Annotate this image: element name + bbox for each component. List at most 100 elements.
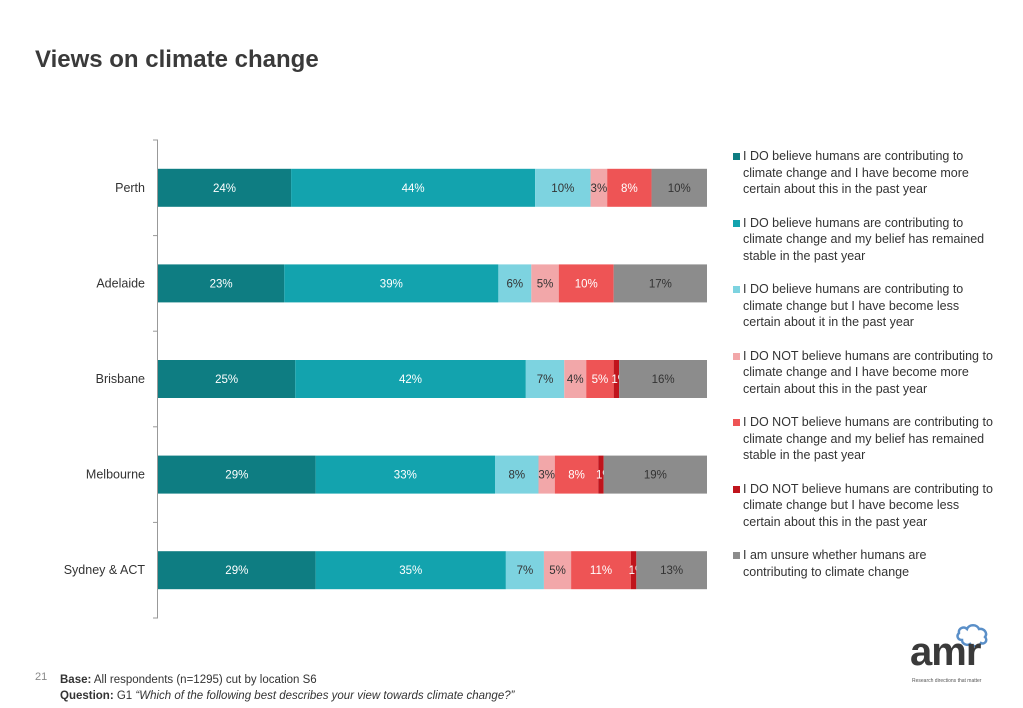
- category-label: Perth: [115, 181, 145, 195]
- question-text: “Which of the following best describes y…: [135, 690, 515, 702]
- data-label: 10%: [551, 183, 574, 195]
- legend-swatch: [733, 153, 740, 160]
- bar-segment: [531, 264, 559, 303]
- category-label: Brisbane: [96, 372, 145, 386]
- legend-item: I DO NOT believe humans are contributing…: [733, 414, 993, 464]
- legend-label: I DO believe humans are contributing to …: [743, 282, 964, 329]
- bar-segment: [613, 264, 707, 303]
- base-note: Base: All respondents (n=1295) cut by lo…: [60, 672, 514, 688]
- chart-legend: I DO believe humans are contributing to …: [733, 148, 993, 597]
- data-label: 13%: [660, 565, 683, 577]
- data-label: 17%: [649, 278, 672, 290]
- legend-item: I DO NOT believe humans are contributing…: [733, 481, 993, 531]
- data-label: 23%: [210, 278, 233, 290]
- bar-segment: [636, 551, 707, 590]
- legend-label: I DO NOT believe humans are contributing…: [743, 415, 993, 462]
- page-number: 21: [35, 671, 48, 683]
- legend-item: I DO believe humans are contributing to …: [733, 215, 993, 265]
- bar-segment: [586, 360, 614, 398]
- data-label: 44%: [402, 183, 425, 195]
- bar-segment: [558, 264, 614, 303]
- bar-segment: [571, 551, 631, 590]
- bar-segment: [554, 455, 599, 494]
- legend-label: I DO believe humans are contributing to …: [743, 149, 969, 196]
- bar-segment: [603, 455, 707, 494]
- data-label: 8%: [621, 183, 638, 195]
- legend-swatch: [733, 286, 740, 293]
- question-note: Question: G1 “Which of the following bes…: [60, 688, 514, 704]
- bar-segment: [284, 264, 499, 303]
- bar-segment: [498, 264, 532, 303]
- bar-segment: [315, 455, 496, 494]
- data-label: 29%: [225, 470, 248, 482]
- bar-segment: [564, 360, 587, 398]
- data-label: 25%: [215, 374, 238, 386]
- data-label: 42%: [399, 374, 422, 386]
- data-label: 5%: [549, 565, 566, 577]
- bar-segment: [619, 360, 707, 398]
- category-label: Adelaide: [96, 276, 145, 290]
- bar-segment: [291, 168, 536, 207]
- legend-item: I DO NOT believe humans are contributing…: [733, 348, 993, 398]
- bar-segment: [535, 168, 591, 207]
- data-label: 4%: [567, 374, 584, 386]
- bar-segment: [598, 455, 604, 494]
- bar-segment: [543, 551, 572, 590]
- bar-segment: [158, 168, 292, 207]
- data-label: 11%: [590, 565, 612, 577]
- data-label: 16%: [652, 374, 675, 386]
- bar-segment: [525, 360, 565, 398]
- bar-segment: [158, 455, 316, 494]
- legend-item: I DO believe humans are contributing to …: [733, 148, 993, 198]
- bar-segment: [607, 168, 652, 207]
- bar-segment: [590, 168, 608, 207]
- data-label: 7%: [537, 374, 554, 386]
- data-label: 5%: [537, 278, 554, 290]
- data-label: 10%: [575, 278, 598, 290]
- logo-tagline: Research directions that matter: [912, 678, 982, 684]
- bar-segment: [158, 551, 316, 590]
- bar-segment: [158, 360, 296, 398]
- bar-segment: [651, 168, 707, 207]
- data-label: 35%: [399, 565, 422, 577]
- data-label: 8%: [568, 470, 585, 482]
- data-label: 10%: [668, 183, 691, 195]
- legend-label: I DO NOT believe humans are contributing…: [743, 481, 993, 529]
- data-label: 3%: [591, 183, 608, 195]
- legend-label: I DO NOT believe humans are contributing…: [743, 348, 993, 396]
- base-label: Base:: [60, 674, 92, 686]
- data-label: 29%: [225, 565, 248, 577]
- bar-segment: [158, 264, 285, 303]
- data-label: 33%: [394, 470, 417, 482]
- bar-segment: [295, 360, 526, 398]
- bar-segment: [505, 551, 544, 590]
- data-label: 7%: [517, 565, 534, 577]
- legend-swatch: [733, 419, 740, 426]
- page-title: Views on climate change: [35, 46, 319, 73]
- category-label: Sydney & ACT: [64, 563, 146, 577]
- data-label: 39%: [380, 278, 403, 290]
- data-label: 24%: [213, 183, 236, 195]
- data-label: 5%: [592, 374, 609, 386]
- cloud-icon: [956, 624, 988, 648]
- legend-swatch: [733, 219, 740, 227]
- bar-segment: [315, 551, 506, 590]
- data-label: 3%: [538, 470, 555, 482]
- base-text: All respondents (n=1295) cut by location…: [91, 674, 317, 686]
- legend-swatch: [733, 552, 740, 559]
- data-label: 19%: [644, 470, 667, 482]
- bar-segment: [495, 455, 539, 494]
- footnote: Base: All respondents (n=1295) cut by lo…: [60, 672, 514, 704]
- legend-swatch: [733, 485, 740, 493]
- legend-label: I am unsure whether humans are contribut…: [743, 548, 927, 579]
- legend-item: I am unsure whether humans are contribut…: [733, 547, 993, 580]
- question-code: G1: [113, 690, 136, 702]
- bar-segment: [613, 360, 620, 398]
- data-label: 8%: [508, 470, 525, 482]
- category-label: Melbourne: [86, 468, 145, 482]
- legend-swatch: [733, 352, 740, 360]
- amr-logo: amr Research directions that matter: [906, 618, 998, 688]
- data-label: 6%: [507, 278, 524, 290]
- logo-text: amr: [910, 630, 981, 674]
